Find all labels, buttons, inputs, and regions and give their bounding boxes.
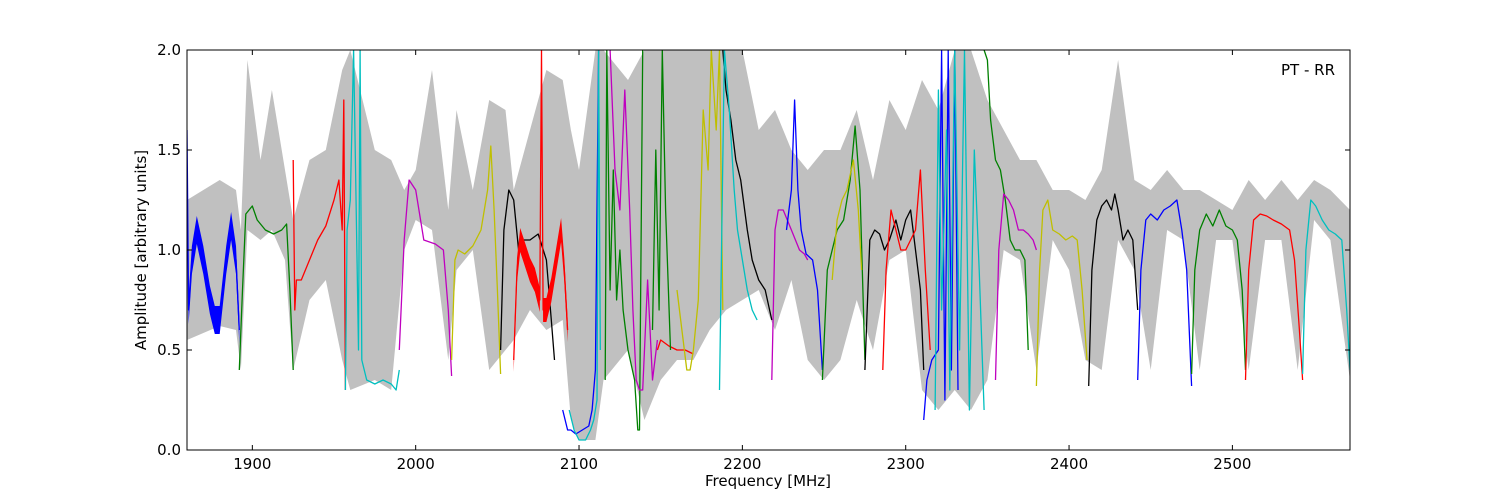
series-line-20 bbox=[831, 159, 863, 281]
series-line-5 bbox=[450, 145, 502, 375]
x-tick-label: 2000 bbox=[397, 455, 435, 473]
series-line-26 bbox=[994, 193, 1038, 381]
y-tick-label: 2.0 bbox=[157, 41, 181, 59]
series-line-30 bbox=[1190, 209, 1247, 375]
x-tick-label: 2200 bbox=[723, 455, 761, 473]
series-line-7 bbox=[513, 50, 569, 361]
y-axis-label: Amplitude [arbitrary units] bbox=[132, 150, 150, 350]
series-line-0 bbox=[187, 129, 240, 331]
panel-annotation: PT - RR bbox=[1281, 61, 1335, 79]
x-tick-label: 1900 bbox=[233, 455, 271, 473]
series-line-19 bbox=[821, 125, 866, 381]
y-tick-label: 1.0 bbox=[157, 241, 181, 259]
series-line-21 bbox=[864, 209, 925, 371]
x-axis-label: Frequency [MHz] bbox=[705, 472, 831, 490]
series-line-13 bbox=[651, 50, 672, 351]
series-line-32 bbox=[1301, 199, 1350, 375]
x-tick-label: 2100 bbox=[560, 455, 598, 473]
plot-area bbox=[187, 50, 1350, 441]
x-axis: 1900 2000 2100 2200 2300 2400 2500 bbox=[233, 50, 1251, 473]
series-line-28 bbox=[1088, 193, 1139, 387]
y-tick-label: 1.5 bbox=[157, 141, 181, 159]
series-line-8 bbox=[562, 50, 600, 435]
series-line-16 bbox=[718, 50, 758, 391]
series-line-12 bbox=[656, 339, 694, 355]
x-tick-label: 2400 bbox=[1050, 455, 1088, 473]
envelope-band bbox=[187, 50, 1350, 440]
series-line-24 bbox=[934, 50, 985, 411]
series-line-10 bbox=[604, 50, 644, 431]
series-line-25 bbox=[983, 50, 1029, 351]
series-line-31 bbox=[1244, 213, 1304, 381]
series-line-1 bbox=[238, 205, 294, 371]
y-tick-label: 0.0 bbox=[157, 441, 181, 459]
series-line-14 bbox=[676, 50, 724, 371]
y-axis: 0.0 0.5 1.0 1.5 2.0 bbox=[157, 41, 1350, 459]
series-line-18 bbox=[785, 99, 824, 371]
x-tick-label: 2500 bbox=[1213, 455, 1251, 473]
y-tick-label: 0.5 bbox=[157, 341, 181, 359]
series-line-22 bbox=[882, 169, 931, 371]
series-line-11 bbox=[609, 50, 659, 391]
series-line-27 bbox=[1035, 199, 1088, 387]
x-tick-label: 2300 bbox=[887, 455, 925, 473]
series-line-2 bbox=[292, 99, 347, 391]
series-line-23 bbox=[923, 50, 959, 421]
series-line-3 bbox=[344, 50, 400, 391]
series-line-4 bbox=[398, 179, 453, 377]
series-line-9 bbox=[568, 50, 601, 441]
series-line-29 bbox=[1137, 199, 1193, 387]
